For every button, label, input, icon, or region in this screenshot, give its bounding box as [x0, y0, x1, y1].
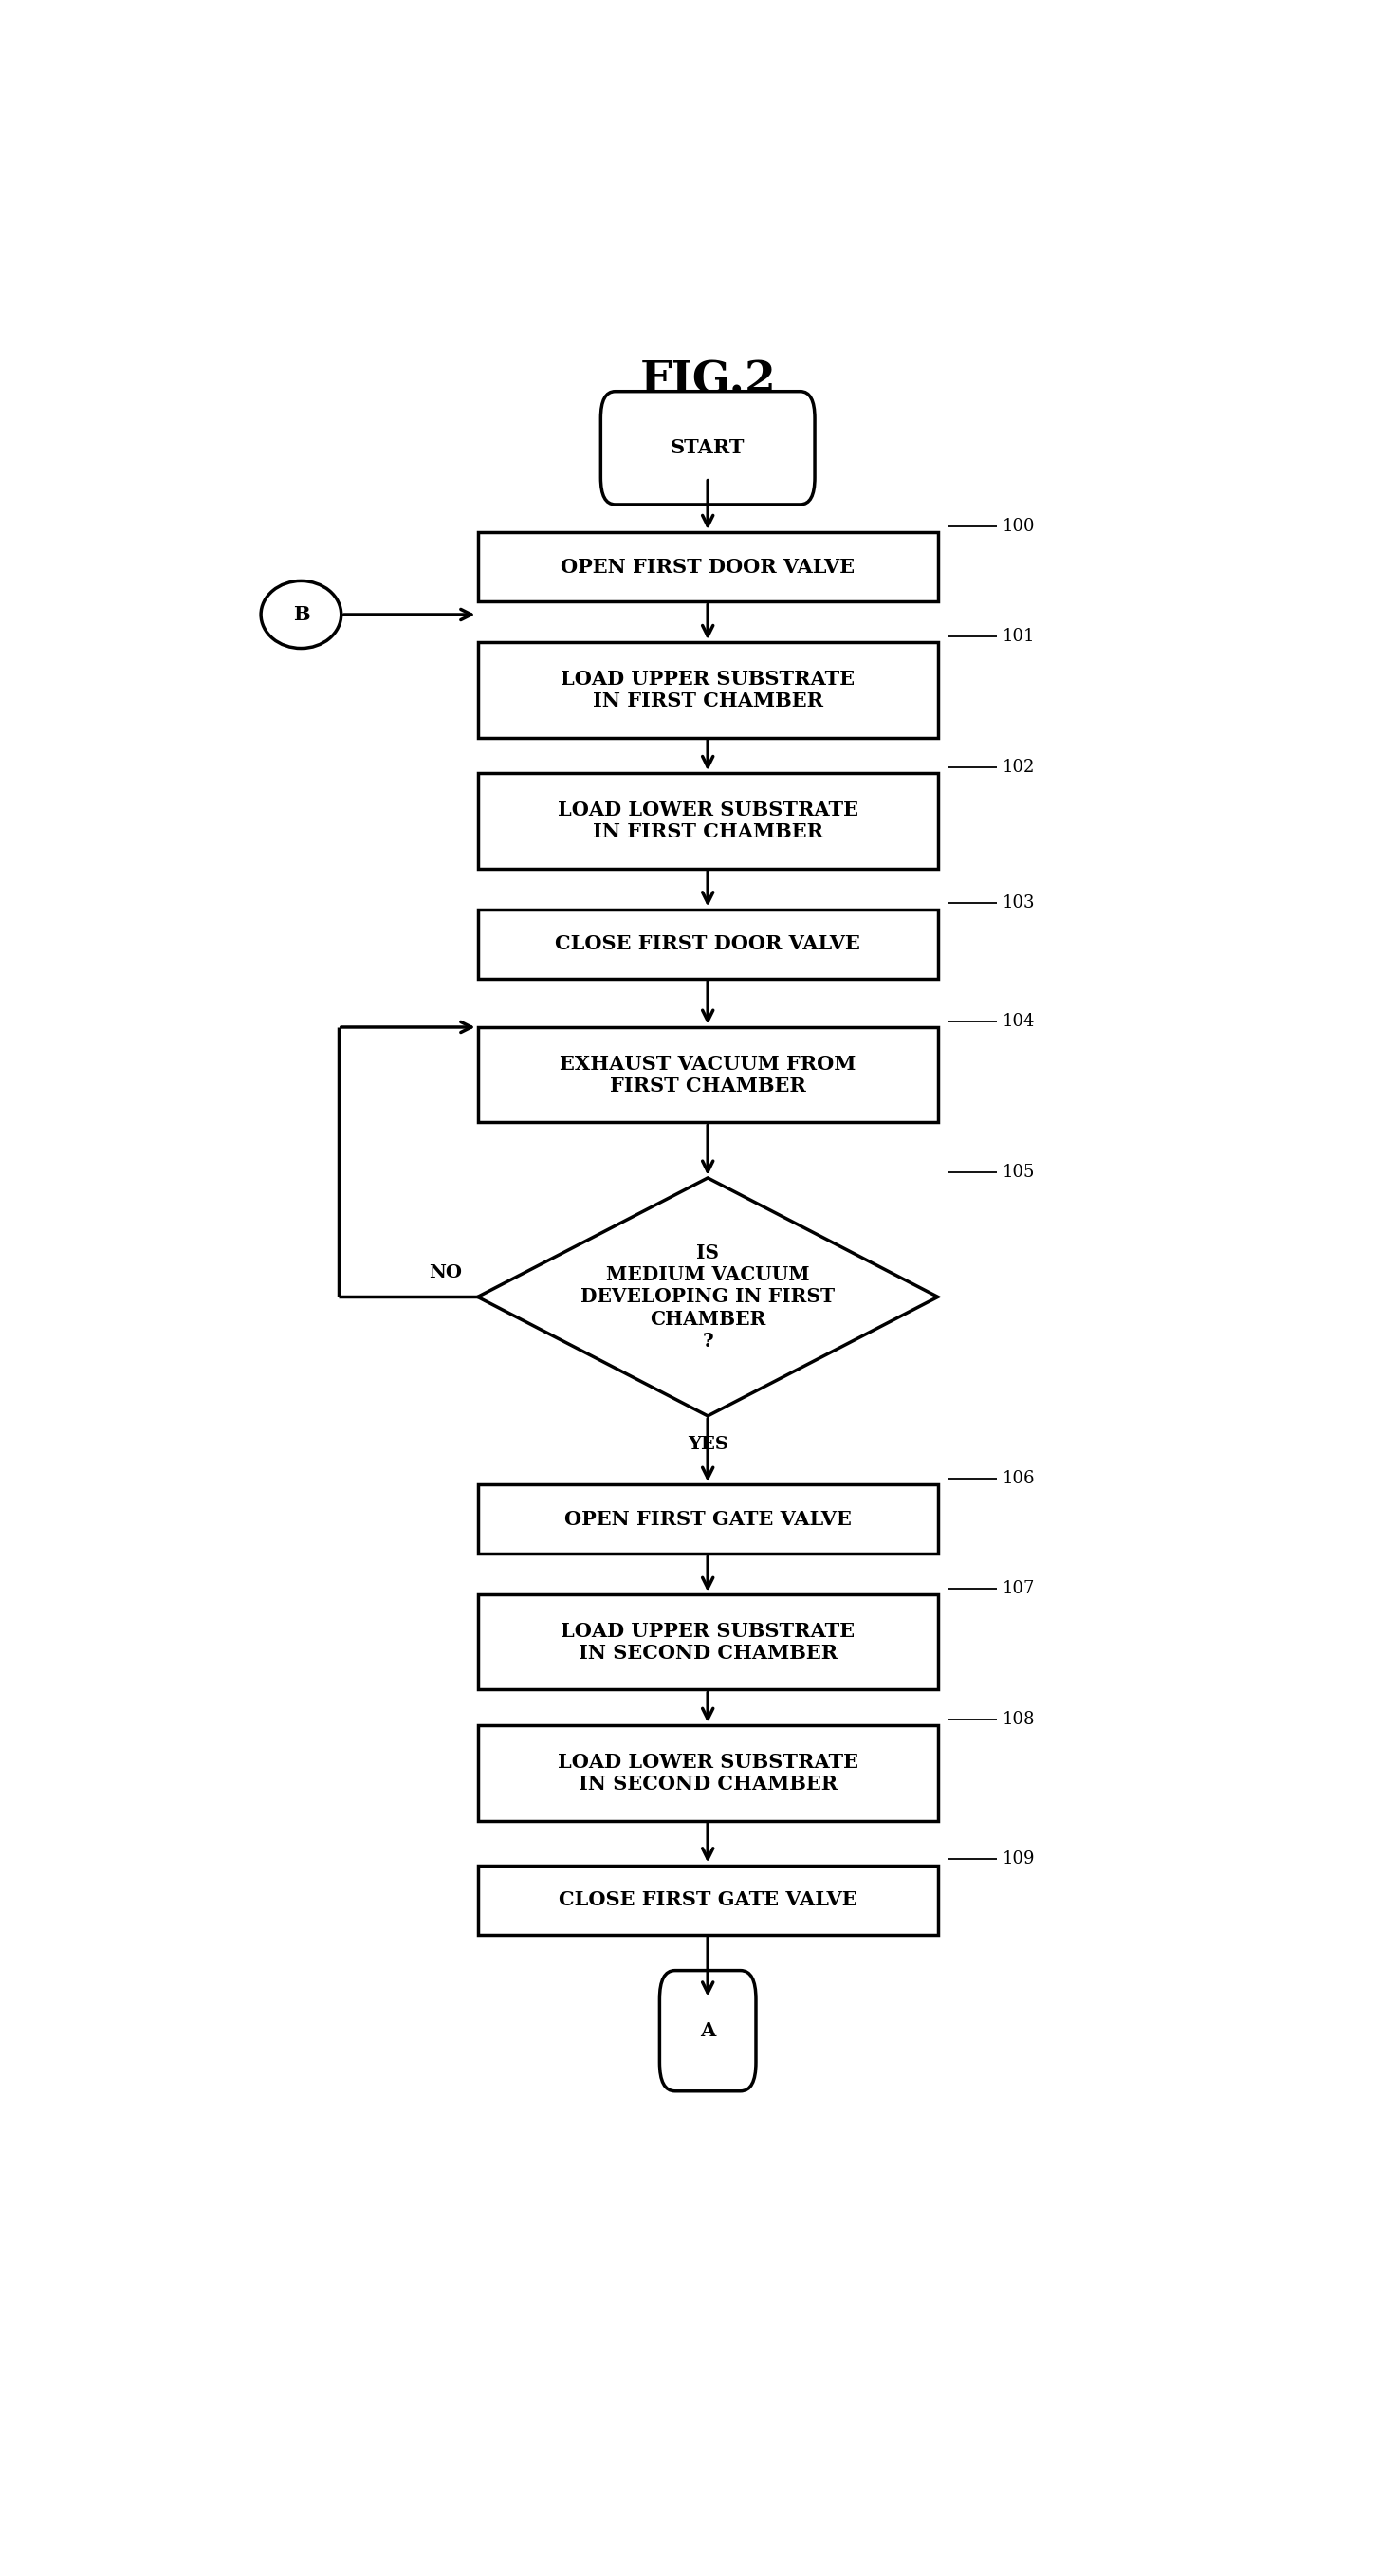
- Text: EXHAUST VACUUM FROM
FIRST CHAMBER: EXHAUST VACUUM FROM FIRST CHAMBER: [559, 1054, 856, 1095]
- Text: START: START: [671, 438, 744, 459]
- Text: OPEN FIRST GATE VALVE: OPEN FIRST GATE VALVE: [563, 1510, 852, 1528]
- Text: NO: NO: [428, 1265, 461, 1280]
- Text: OPEN FIRST DOOR VALVE: OPEN FIRST DOOR VALVE: [561, 556, 855, 577]
- Bar: [478, 773, 938, 868]
- Text: 105: 105: [1003, 1164, 1034, 1180]
- Text: LOAD LOWER SUBSTRATE
IN SECOND CHAMBER: LOAD LOWER SUBSTRATE IN SECOND CHAMBER: [558, 1752, 858, 1793]
- Ellipse shape: [261, 580, 341, 649]
- Text: LOAD LOWER SUBSTRATE
IN FIRST CHAMBER: LOAD LOWER SUBSTRATE IN FIRST CHAMBER: [558, 801, 858, 842]
- Bar: [478, 1028, 938, 1123]
- Bar: [478, 533, 938, 603]
- Text: A: A: [700, 2022, 715, 2040]
- Text: 106: 106: [1003, 1471, 1034, 1486]
- Text: 104: 104: [1003, 1012, 1034, 1030]
- Text: 100: 100: [1003, 518, 1034, 536]
- Text: LOAD UPPER SUBSTRATE
IN FIRST CHAMBER: LOAD UPPER SUBSTRATE IN FIRST CHAMBER: [561, 670, 855, 711]
- Bar: [478, 1726, 938, 1821]
- Bar: [478, 1484, 938, 1553]
- FancyBboxPatch shape: [601, 392, 815, 505]
- Text: FIG.2: FIG.2: [639, 358, 776, 402]
- Bar: [478, 1865, 938, 1935]
- Text: 109: 109: [1003, 1850, 1034, 1868]
- Text: CLOSE FIRST DOOR VALVE: CLOSE FIRST DOOR VALVE: [555, 935, 860, 953]
- Text: 108: 108: [1003, 1710, 1034, 1728]
- Text: 107: 107: [1003, 1579, 1034, 1597]
- Text: YES: YES: [688, 1435, 728, 1453]
- Text: 103: 103: [1003, 894, 1034, 912]
- Text: 102: 102: [1003, 760, 1034, 775]
- Bar: [478, 641, 938, 737]
- Bar: [478, 909, 938, 979]
- Text: LOAD UPPER SUBSTRATE
IN SECOND CHAMBER: LOAD UPPER SUBSTRATE IN SECOND CHAMBER: [561, 1620, 855, 1662]
- FancyBboxPatch shape: [660, 1971, 755, 2092]
- Bar: [478, 1595, 938, 1690]
- Polygon shape: [478, 1177, 938, 1417]
- Text: 101: 101: [1003, 629, 1034, 644]
- Text: IS
MEDIUM VACUUM
DEVELOPING IN FIRST
CHAMBER
?: IS MEDIUM VACUUM DEVELOPING IN FIRST CHA…: [580, 1244, 836, 1350]
- Text: B: B: [293, 605, 309, 623]
- Text: CLOSE FIRST GATE VALVE: CLOSE FIRST GATE VALVE: [558, 1891, 858, 1909]
